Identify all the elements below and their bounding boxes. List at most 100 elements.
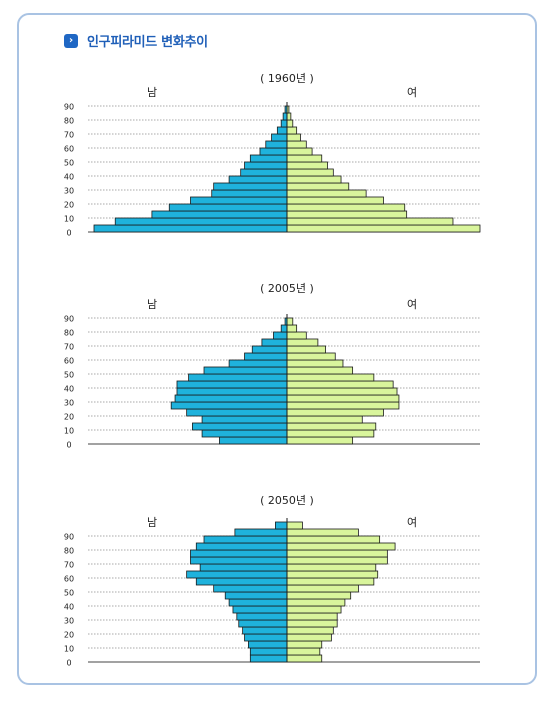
bar-female <box>286 584 359 593</box>
legend-female: 여 <box>407 516 417 529</box>
bar-male <box>236 612 288 621</box>
bar-female <box>286 217 454 226</box>
bar-female <box>286 345 326 354</box>
bar-male <box>238 619 288 628</box>
bar-male <box>228 598 288 607</box>
y-tick-label: 30 <box>64 399 74 408</box>
bar-male <box>219 436 288 445</box>
y-tick-label: 0 <box>66 229 71 238</box>
bar-female <box>286 556 388 565</box>
y-tick-label: 70 <box>64 131 74 140</box>
bar-female <box>286 422 377 431</box>
legend-male: 남 <box>147 86 157 99</box>
bar-female <box>286 598 346 607</box>
bar-male <box>203 366 288 375</box>
bar-female <box>286 612 338 621</box>
bar-female <box>286 401 400 410</box>
bar-female <box>286 112 292 121</box>
bar-female <box>286 633 332 642</box>
bar-female <box>286 429 375 438</box>
y-tick-label: 60 <box>64 145 74 154</box>
legend-male: 남 <box>147 298 157 311</box>
bar-male <box>190 556 288 565</box>
bar-female <box>286 317 294 326</box>
bar-female <box>286 338 319 347</box>
pyramid-chart-1: ( 2005년 ) 남 여 0 10 20 30 40 50 60 70 80 90 <box>64 282 480 450</box>
bar-female <box>286 577 375 586</box>
bar-female <box>286 640 323 649</box>
bar-male <box>190 549 288 558</box>
section-title: 인구피라미드 변화추이 <box>87 35 208 50</box>
bar-female <box>286 331 307 340</box>
bar-male <box>174 394 288 403</box>
bar-male <box>265 140 288 149</box>
chart-title: ( 2005년 ) <box>260 282 314 295</box>
y-tick-label: 20 <box>64 413 74 422</box>
bar-female <box>286 380 394 389</box>
y-tick-label: 60 <box>64 575 74 584</box>
bar-male <box>201 429 288 438</box>
bar-female <box>286 196 384 205</box>
bar-male <box>213 182 288 191</box>
y-tick-label: 40 <box>64 173 74 182</box>
bar-male <box>275 521 288 530</box>
bar-female <box>286 366 354 375</box>
bar-male <box>168 203 288 212</box>
bar-female <box>286 161 328 170</box>
bar-female <box>286 654 323 663</box>
section-header: › 인구피라미드 변화추이 <box>64 31 208 50</box>
chevron-right-icon: › <box>64 33 78 48</box>
bar-male <box>249 154 288 163</box>
bar-male <box>261 338 288 347</box>
bar-male <box>176 387 288 396</box>
y-tick-label: 40 <box>64 603 74 612</box>
bar-male <box>186 408 288 417</box>
y-tick-label: 10 <box>64 645 74 654</box>
legend-female: 여 <box>407 298 417 311</box>
bar-male <box>195 577 288 586</box>
bar-male <box>199 563 288 572</box>
bar-male <box>228 359 288 368</box>
bar-female <box>286 436 354 445</box>
bar-female <box>286 408 384 417</box>
bar-female <box>286 352 336 361</box>
bar-male <box>249 647 288 656</box>
bar-male <box>151 210 288 219</box>
y-tick-label: 50 <box>64 159 74 168</box>
bar-female <box>286 133 301 142</box>
bar-female <box>286 528 359 537</box>
bar-male <box>203 535 288 544</box>
bar-female <box>286 119 294 128</box>
bar-female <box>286 168 334 177</box>
bar-female <box>286 619 338 628</box>
bar-male <box>170 401 288 410</box>
bar-female <box>286 140 307 149</box>
bar-female <box>286 324 298 333</box>
bar-male <box>247 640 288 649</box>
bar-male <box>251 345 288 354</box>
bar-female <box>286 415 363 424</box>
bar-male <box>282 112 288 121</box>
bar-female <box>286 182 350 191</box>
bar-female <box>286 626 334 635</box>
bar-male <box>280 324 288 333</box>
y-tick-label: 70 <box>64 343 74 352</box>
bar-female <box>286 373 375 382</box>
bar-male <box>176 380 288 389</box>
y-tick-label: 90 <box>64 315 74 324</box>
legend-female: 여 <box>407 86 417 99</box>
y-tick-label: 30 <box>64 617 74 626</box>
bar-female <box>286 210 408 219</box>
bar-female <box>286 563 377 572</box>
bar-female <box>286 175 342 184</box>
bar-male <box>213 584 288 593</box>
y-tick-label: 0 <box>66 441 71 450</box>
legend-male: 남 <box>147 516 157 529</box>
bar-female <box>286 591 352 600</box>
bar-female <box>286 549 388 558</box>
bar-female <box>286 570 379 579</box>
pyramid-chart-2: ( 2050년 ) 남 여 0 10 20 30 40 50 60 70 80 90 <box>64 494 480 668</box>
y-tick-label: 20 <box>64 631 74 640</box>
bar-male <box>240 168 288 177</box>
